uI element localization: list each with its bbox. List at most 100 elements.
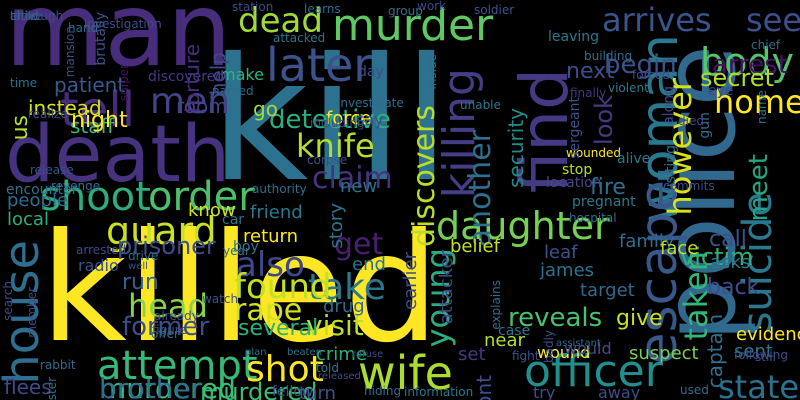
cloud-word: well	[128, 261, 148, 272]
cloud-word: attacker	[436, 250, 457, 325]
cloud-word: man	[5, 0, 232, 90]
cloud-word: discovers	[407, 105, 442, 248]
cloud-word: arrives	[602, 1, 712, 39]
cloud-word: new	[340, 176, 378, 197]
cloud-word: evidence	[736, 324, 800, 345]
cloud-word: force	[326, 108, 372, 129]
cloud-word: along	[661, 86, 677, 125]
cloud-word: figure	[152, 323, 187, 337]
cloud-word: tell	[60, 82, 136, 138]
cloud-word: drug	[323, 296, 365, 317]
cloud-word: brutally	[93, 12, 109, 66]
cloud-word: arrested	[76, 243, 127, 257]
cloud-word: security	[504, 108, 528, 188]
cloud-word: inside	[425, 54, 439, 90]
cloud-word: officer	[524, 346, 663, 397]
cloud-word: visit	[306, 309, 364, 342]
cloud-word: front	[472, 375, 496, 400]
cloud-word: badly	[542, 330, 556, 364]
cloud-word: near	[484, 330, 525, 351]
cloud-word: although	[10, 9, 64, 23]
cloud-word: stop	[562, 162, 593, 178]
cloud-word: investigate	[337, 96, 404, 110]
cloud-word: killed	[40, 202, 440, 376]
cloud-word: night	[71, 108, 128, 133]
cloud-word: sergeant	[567, 97, 583, 159]
cloud-word: victim	[680, 243, 754, 271]
cloud-word: people	[7, 190, 69, 211]
cloud-word: instead	[28, 96, 102, 120]
cloud-word: including	[310, 116, 365, 130]
cloud-word: fellow	[272, 384, 314, 400]
cloud-word: member	[25, 287, 39, 338]
cloud-word: soldier	[474, 3, 515, 17]
cloud-word: pregnant	[572, 194, 636, 210]
cloud-word: release	[30, 163, 74, 177]
cloud-word: know	[188, 200, 236, 221]
cloud-word: sent	[734, 341, 773, 362]
cloud-word: finally	[570, 86, 607, 100]
cloud-word: used	[680, 383, 709, 397]
cloud-word: body	[700, 40, 794, 84]
cloud-word: alive	[617, 151, 651, 167]
cloud-word: james	[540, 260, 595, 281]
cloud-word: forced	[632, 68, 670, 82]
cloud-word: time	[10, 76, 38, 90]
cloud-word: crime	[316, 344, 367, 365]
cloud-word: order	[148, 174, 255, 220]
cloud-word: next	[566, 59, 615, 84]
cloud-word: also	[236, 245, 305, 285]
cloud-word: sniper	[117, 64, 131, 102]
cloud-word: still	[755, 350, 776, 364]
cloud-word: leave	[10, 9, 43, 23]
cloud-word: claim	[312, 161, 393, 196]
cloud-word: commits	[663, 179, 715, 193]
cloud-word: case	[498, 323, 531, 339]
cloud-word: suspect	[629, 343, 699, 364]
cloud-word: radio	[78, 256, 119, 275]
cloud-word: guard	[106, 209, 217, 253]
cloud-word: day	[358, 64, 384, 80]
cloud-word: attacked	[273, 31, 326, 45]
cloud-word: following	[734, 348, 788, 362]
cloud-word: dead	[238, 1, 323, 41]
cloud-word: murdered	[200, 378, 318, 400]
cloud-word: prisoner	[117, 232, 216, 260]
cloud-word: family	[619, 231, 675, 252]
cloud-word: home	[714, 83, 800, 121]
cloud-word: begin	[604, 50, 677, 80]
cloud-word: look	[590, 95, 618, 145]
cloud-word: assistant	[556, 338, 601, 349]
cloud-word: knife	[296, 127, 375, 165]
cloud-word: investigation	[84, 17, 162, 31]
cloud-word: hiding	[364, 384, 402, 398]
cloud-word: hospital	[569, 211, 617, 225]
cloud-word: drive	[128, 249, 159, 263]
cloud-word: away	[598, 383, 641, 400]
cloud-word: face	[660, 238, 699, 259]
cloud-word: explains	[489, 280, 503, 330]
cloud-word: run	[122, 270, 159, 295]
cloud-word: daughter	[436, 204, 610, 248]
cloud-word: refuse	[352, 349, 384, 360]
cloud-word: fire	[590, 175, 626, 200]
cloud-word: target	[580, 280, 635, 301]
cloud-word: detective	[269, 105, 391, 135]
cloud-word: murdered	[99, 372, 236, 400]
cloud-word: back	[707, 275, 760, 300]
cloud-word: local	[7, 209, 49, 230]
cloud-word: building	[584, 49, 633, 63]
cloud-word: boy	[233, 239, 259, 255]
cloud-word: leaf	[544, 242, 578, 263]
cloud-word: state	[718, 368, 800, 400]
cloud-word: violent	[608, 81, 649, 95]
cloud-word: station	[232, 0, 274, 14]
cloud-word: flees	[4, 375, 52, 399]
cloud-word: several	[238, 316, 319, 341]
cloud-word: set	[458, 344, 486, 365]
cloud-word: attempt	[97, 343, 258, 389]
cloud-word: wounded	[566, 146, 621, 160]
cloud-word: sister	[45, 377, 59, 400]
cloud-word: unable	[460, 98, 501, 112]
